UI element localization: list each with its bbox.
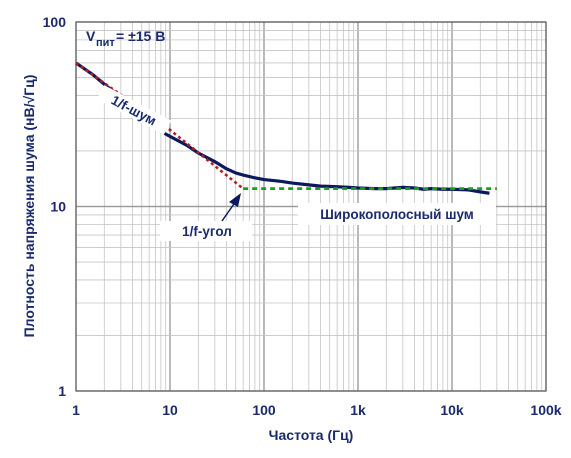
corner-label: 1/f-угол	[182, 224, 232, 239]
x-tick-label: 1k	[350, 402, 366, 418]
x-tick-label: 1	[72, 402, 80, 418]
corner-arrow-head	[229, 193, 241, 207]
x-tick-label: 10	[162, 402, 178, 418]
x-tick-label: 10k	[440, 402, 464, 418]
broadband-label-bg	[298, 203, 496, 225]
y-tick-label: 10	[50, 199, 66, 215]
chart-title-rest: = ±15 В	[116, 28, 165, 44]
measured-noise-line	[75, 61, 490, 195]
y-tick-label: 1	[58, 383, 66, 399]
tick-labels: 1 10 100 1k 10k 100k 1 10 100	[43, 14, 562, 418]
chart-title-subscript: пит	[96, 37, 115, 49]
series-layer	[75, 61, 497, 195]
plot-frame	[75, 21, 547, 392]
y-axis-label: Плотность напряжения шума (нВ/√Гц)	[21, 75, 37, 338]
x-tick-label: 100k	[530, 402, 561, 418]
one-over-f-label-bg	[96, 85, 172, 135]
chart-title: V	[86, 28, 96, 44]
x-tick-label: 100	[252, 402, 276, 418]
one-over-f-noise-line	[75, 61, 244, 190]
broadband-label: Широкополосный шум	[320, 207, 474, 222]
corner-label-bg	[160, 221, 252, 241]
one-over-f-noise-label: 1/f-шум	[109, 92, 159, 128]
y-tick-label: 100	[43, 14, 67, 30]
x-axis-label: Частота (Гц)	[269, 427, 354, 443]
